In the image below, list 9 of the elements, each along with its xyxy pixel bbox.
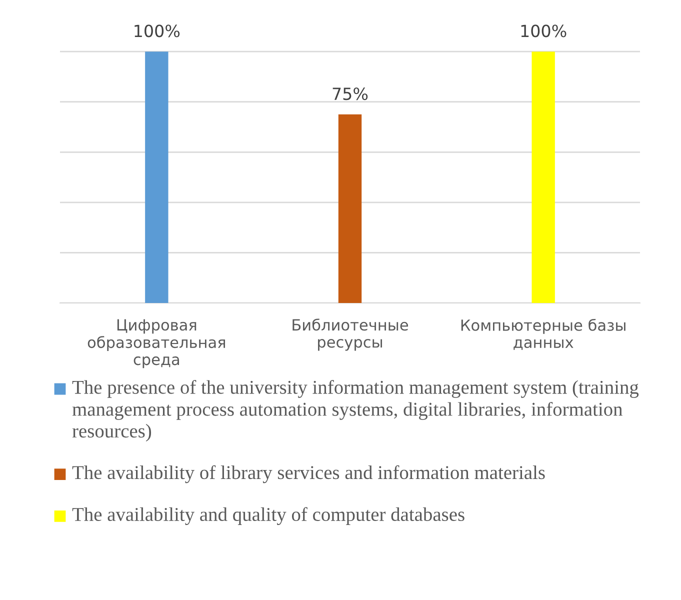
legend-label: The availability of library services and information materials [72,465,545,484]
data-label: 100% [134,24,180,38]
legend-label: The presence of the university information management system (training management process automation systems, digital libraries, information resources) [72,380,639,442]
x-tick-label: Библиотечные ресурсы [292,318,408,351]
data-label: 100% [521,24,566,38]
x-tick-label: Компьютерные базы данных [461,318,626,350]
x-tick-label: Цифровая образовательная среда [88,319,226,368]
legend-label: The availability and quality of computer databases [72,507,464,526]
data-label: 75% [332,87,368,100]
